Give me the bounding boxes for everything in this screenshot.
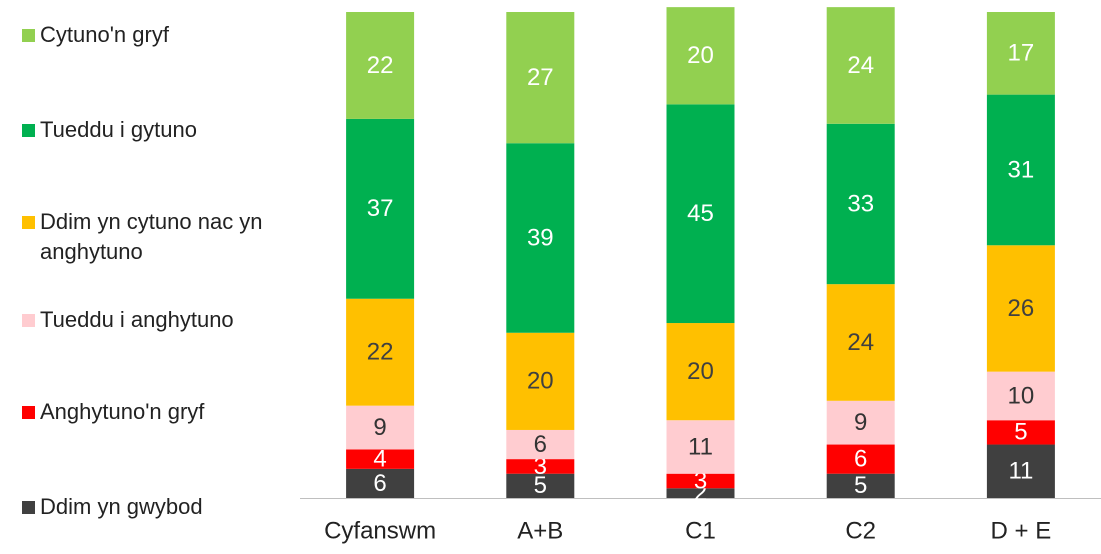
legend-item: Ddim yn gwybod bbox=[22, 492, 305, 522]
bar-segment bbox=[506, 429, 575, 460]
data-label: 31 bbox=[1008, 156, 1035, 183]
data-label: 11 bbox=[688, 433, 713, 460]
data-label: 20 bbox=[687, 358, 714, 385]
bar-segment bbox=[986, 420, 1055, 445]
data-label: 5 bbox=[534, 472, 547, 499]
bar-segment bbox=[666, 473, 735, 489]
bar-segment bbox=[826, 400, 895, 445]
legend-label: Ddim yn gwybod bbox=[40, 494, 203, 519]
legend-label: Tueddu i anghytuno bbox=[40, 307, 234, 332]
bar-segment bbox=[346, 298, 415, 406]
bar-segment bbox=[986, 94, 1055, 246]
data-label: 6 bbox=[373, 470, 386, 497]
bar-segment bbox=[346, 12, 415, 119]
bar-segment bbox=[506, 473, 575, 498]
legend-label: Ddim yn cytuno nac yn anghytuno bbox=[40, 209, 263, 264]
data-label: 45 bbox=[687, 200, 714, 227]
bar-segment bbox=[666, 420, 735, 474]
bar-segment bbox=[986, 371, 1055, 421]
bar-segment bbox=[986, 444, 1055, 498]
bar-segment bbox=[346, 118, 415, 299]
bar-segment bbox=[666, 488, 735, 498]
data-label: 9 bbox=[854, 409, 867, 436]
data-label: 24 bbox=[847, 52, 874, 79]
legend-swatch bbox=[22, 216, 35, 229]
legend-swatch bbox=[22, 29, 35, 42]
legend-label: Anghytuno'n gryf bbox=[40, 399, 205, 424]
legend-swatch bbox=[22, 124, 35, 137]
data-label: 4 bbox=[373, 445, 386, 472]
data-label: 20 bbox=[527, 368, 554, 395]
data-label: 22 bbox=[367, 52, 394, 79]
x-tick-label: C1 bbox=[685, 517, 716, 544]
bar-segment bbox=[666, 7, 735, 105]
bar-segment bbox=[666, 323, 735, 421]
bar-segment bbox=[826, 123, 895, 285]
data-label: 39 bbox=[527, 224, 554, 251]
bar-segment bbox=[506, 459, 575, 474]
data-label: 33 bbox=[847, 190, 874, 217]
bar-segment bbox=[826, 284, 895, 401]
legend-label: Cytuno'n gryf bbox=[40, 22, 169, 47]
data-label: 3 bbox=[694, 467, 707, 494]
data-label: 27 bbox=[527, 64, 554, 91]
bar-segment bbox=[826, 7, 895, 124]
data-label: 11 bbox=[1008, 458, 1033, 485]
x-tick-label: Cyfanswm bbox=[324, 517, 436, 544]
data-label: 6 bbox=[534, 431, 547, 458]
legend-item: Cytuno'n gryf bbox=[22, 20, 305, 50]
bar-segment bbox=[826, 444, 895, 474]
bar-segment bbox=[346, 405, 415, 450]
bar-segment bbox=[506, 332, 575, 430]
data-label: 5 bbox=[1014, 419, 1027, 446]
data-label: 5 bbox=[854, 472, 867, 499]
bar-segment bbox=[346, 449, 415, 469]
data-label: 37 bbox=[367, 195, 394, 222]
x-tick-label: D + E bbox=[991, 517, 1052, 544]
x-tick-label: A+B bbox=[517, 517, 563, 544]
x-tick-label: C2 bbox=[845, 517, 876, 544]
bar-segment bbox=[826, 473, 895, 498]
data-label: 9 bbox=[373, 414, 386, 441]
legend-item: Tueddu i anghytuno bbox=[22, 305, 305, 335]
legend-item: Tueddu i gytuno bbox=[22, 115, 305, 145]
data-label: 26 bbox=[1008, 295, 1035, 322]
legend-swatch bbox=[22, 501, 35, 514]
data-label: 6 bbox=[854, 445, 867, 472]
legend-label: Tueddu i gytuno bbox=[40, 117, 197, 142]
data-label: 24 bbox=[847, 329, 874, 356]
bar-segment bbox=[346, 468, 415, 498]
bar-segment bbox=[666, 104, 735, 324]
bar-segment bbox=[506, 12, 575, 144]
legend-swatch bbox=[22, 314, 35, 327]
bar-segment bbox=[506, 143, 575, 333]
data-label: 22 bbox=[367, 339, 394, 366]
bar-segment bbox=[986, 245, 1055, 372]
data-label: 10 bbox=[1008, 382, 1035, 409]
legend-item: Anghytuno'n gryf bbox=[22, 397, 305, 427]
data-label: 17 bbox=[1008, 40, 1035, 67]
data-label: 3 bbox=[534, 453, 547, 480]
bar-segment bbox=[986, 12, 1055, 95]
legend-swatch bbox=[22, 406, 35, 419]
data-label: 20 bbox=[687, 42, 714, 69]
legend-item: Ddim yn cytuno nac yn anghytuno bbox=[22, 207, 305, 267]
